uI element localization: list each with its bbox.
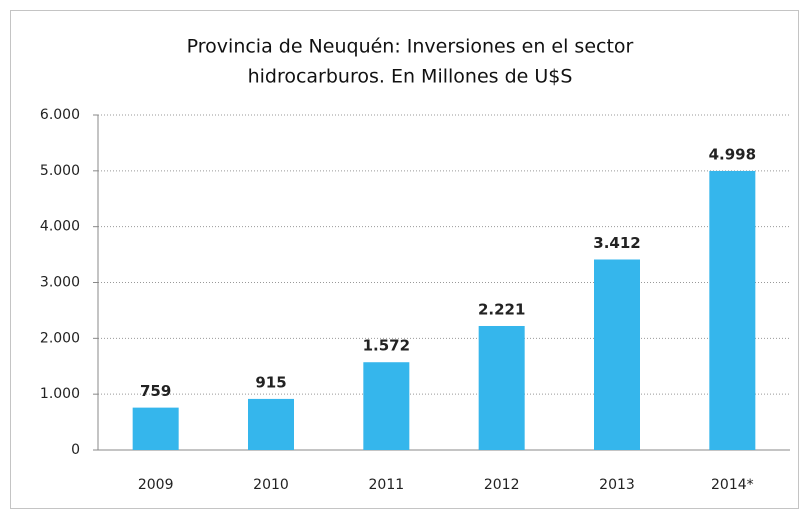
value-label: 1.572 xyxy=(363,337,410,355)
x-tick-label: 2013 xyxy=(599,477,635,493)
x-tick-label: 2009 xyxy=(138,477,174,493)
chart-title: hidrocarburos. En Millones de U$S xyxy=(248,66,573,88)
bar xyxy=(248,398,294,450)
value-label: 759 xyxy=(140,382,171,400)
value-label: 915 xyxy=(255,373,286,391)
x-tick-label: 2010 xyxy=(253,477,289,493)
y-tick-label: 3.000 xyxy=(40,275,80,291)
value-label: 3.412 xyxy=(593,234,640,252)
bar xyxy=(478,325,525,450)
bar xyxy=(709,170,756,450)
y-tick-label: 2.000 xyxy=(40,330,80,346)
value-label: 2.221 xyxy=(478,300,525,318)
y-tick-label: 0 xyxy=(71,442,80,458)
x-tick-label: 2014* xyxy=(711,477,754,493)
value-label: 4.998 xyxy=(709,145,756,163)
bar xyxy=(363,362,410,450)
x-tick-label: 2011 xyxy=(369,477,405,493)
chart-title: Provincia de Neuquén: Inversiones en el … xyxy=(187,36,634,58)
y-tick-label: 5.000 xyxy=(40,163,80,179)
bar xyxy=(594,259,640,450)
bar xyxy=(132,407,179,450)
y-tick-label: 6.000 xyxy=(40,107,80,123)
y-tick-label: 4.000 xyxy=(40,219,80,235)
y-tick-label: 1.000 xyxy=(40,386,80,402)
x-tick-label: 2012 xyxy=(484,477,520,493)
